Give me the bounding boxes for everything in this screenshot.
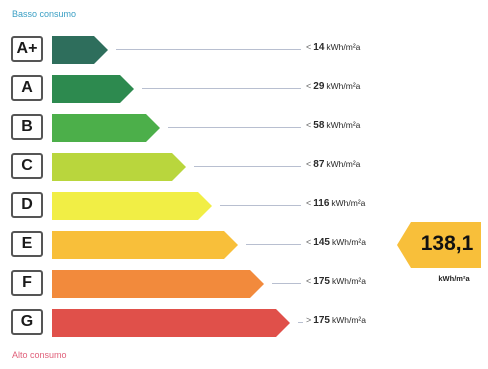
threshold-label: <175 kWh/m²a [306,276,402,292]
leader-line [142,88,301,89]
threshold-value: 87 [313,159,325,170]
threshold-value: 116 [313,198,330,209]
comparator: < [306,198,312,208]
comparator: < [306,276,312,286]
energy-class-row: A <29 kWh/m²a [0,75,488,105]
threshold-unit: kWh/m²a [326,159,361,169]
comparator: < [306,159,312,169]
leader-line [272,283,301,284]
leader-line [220,205,301,206]
threshold-label: >175 kWh/m²a [306,315,402,331]
class-letter: B [11,114,43,140]
class-band [52,309,290,337]
class-letter: A+ [11,36,43,62]
energy-class-row: A+ <14 kWh/m²a [0,36,488,66]
threshold-value: 175 [313,276,330,287]
threshold-value: 58 [313,120,325,131]
threshold-label: <87 kWh/m²a [306,159,402,175]
threshold-unit: kWh/m²a [331,198,366,208]
threshold-label: <145 kWh/m²a [306,237,402,253]
threshold-value: 14 [313,42,325,53]
threshold-unit: kWh/m²a [331,237,366,247]
result-value: 138,1 [420,232,474,255]
threshold-value: 29 [313,81,325,92]
threshold-value: 145 [313,237,330,248]
threshold-label: <116 kWh/m²a [306,198,402,214]
class-letter: D [11,192,43,218]
comparator: < [306,237,312,247]
leader-line [246,244,301,245]
result-arrow [397,222,481,268]
energy-class-row: C <87 kWh/m²a [0,153,488,183]
class-letter: F [11,270,43,296]
class-letter: E [11,231,43,257]
low-consumption-label: Basso consumo [12,9,77,19]
threshold-unit: kWh/m²a [326,81,361,91]
threshold-unit: kWh/m²a [326,120,361,130]
class-band [52,192,212,220]
comparator: < [306,120,312,130]
class-letter: G [11,309,43,335]
threshold-label: <29 kWh/m²a [306,81,402,97]
class-letter: C [11,153,43,179]
class-letter: A [11,75,43,101]
comparator: < [306,81,312,91]
energy-class-row: E <145 kWh/m²a [0,231,488,261]
energy-class-row: F <175 kWh/m²a [0,270,488,300]
energy-class-row: B <58 kWh/m²a [0,114,488,144]
comparator: > [306,315,312,325]
threshold-label: <14 kWh/m²a [306,42,402,58]
class-band [52,270,264,298]
class-band [52,153,186,181]
class-band [52,75,134,103]
leader-line [194,166,301,167]
energy-class-row: D <116 kWh/m²a [0,192,488,222]
class-band [52,36,108,64]
threshold-value: 175 [313,315,330,326]
result-unit: kWh/m²a [438,274,470,283]
threshold-label: <58 kWh/m²a [306,120,402,136]
class-band [52,114,160,142]
leader-line [298,322,303,323]
high-consumption-label: Alto consumo [12,350,67,360]
threshold-unit: kWh/m²a [326,42,361,52]
threshold-unit: kWh/m²a [331,276,366,286]
energy-class-row: G >175 kWh/m²a [0,309,488,339]
class-band [52,231,238,259]
threshold-unit: kWh/m²a [331,315,366,325]
comparator: < [306,42,312,52]
leader-line [168,127,301,128]
leader-line [116,49,301,50]
